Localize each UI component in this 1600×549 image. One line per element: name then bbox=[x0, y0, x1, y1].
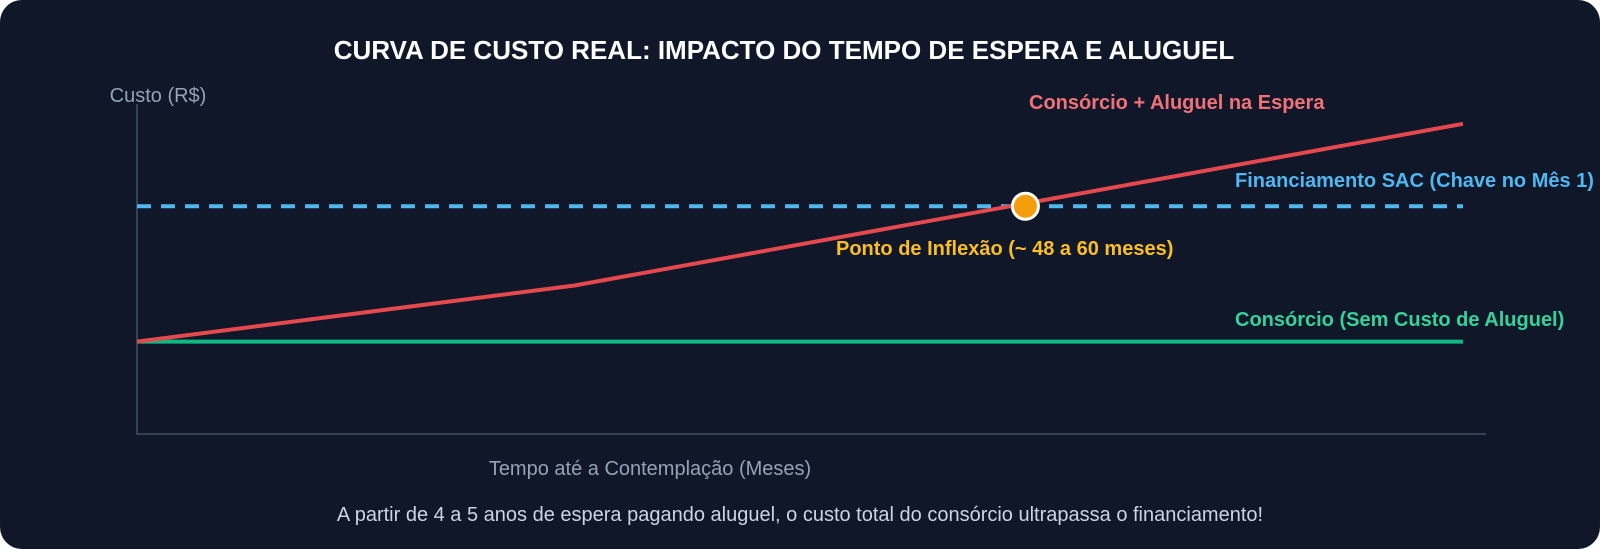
series-label-consorcio-aluguel: Consórcio + Aluguel na Espera bbox=[1029, 92, 1325, 114]
x-axis-label: Tempo até a Contemplação (Meses) bbox=[489, 458, 811, 480]
inflection-annotation: Ponto de Inflexão (~ 48 a 60 meses) bbox=[836, 238, 1173, 260]
chart-title: CURVA DE CUSTO REAL: IMPACTO DO TEMPO DE… bbox=[334, 35, 1235, 65]
series-label-financiamento-sac: Financiamento SAC (Chave no Mês 1) bbox=[1235, 170, 1594, 192]
chart-caption: A partir de 4 a 5 anos de espera pagando… bbox=[337, 504, 1263, 526]
series-label-consorcio-sem-aluguel: Consórcio (Sem Custo de Aluguel) bbox=[1235, 309, 1564, 331]
series-line-consorcio-aluguel bbox=[136, 121, 1464, 344]
inflection-point-marker bbox=[1010, 191, 1040, 221]
y-axis-label: Custo (R$) bbox=[110, 85, 207, 107]
series-layer bbox=[136, 121, 1464, 344]
